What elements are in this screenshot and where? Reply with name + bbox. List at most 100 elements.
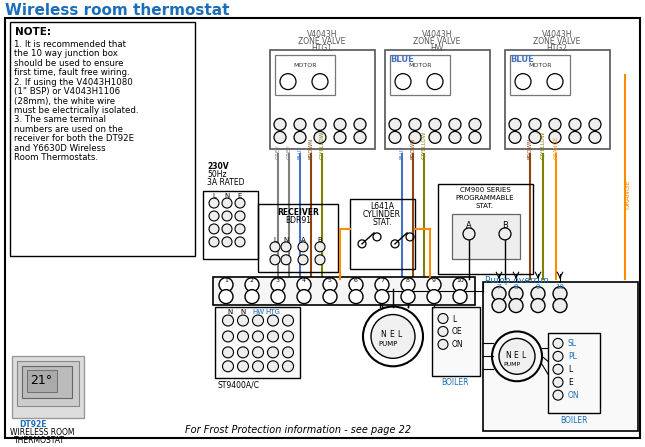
Text: 1. It is recommended that: 1. It is recommended that [14, 40, 126, 49]
Bar [22, 366, 72, 398]
Circle shape [469, 118, 481, 131]
Circle shape [389, 118, 401, 131]
Circle shape [492, 299, 506, 312]
Circle shape [529, 131, 541, 143]
Bar [270, 50, 375, 149]
Circle shape [553, 390, 563, 400]
Circle shape [314, 131, 326, 143]
Text: GREY: GREY [286, 145, 292, 159]
Text: and Y6630D Wireless: and Y6630D Wireless [14, 144, 106, 153]
Circle shape [237, 315, 248, 326]
Text: BROWN: BROWN [308, 138, 313, 159]
Text: 8: 8 [406, 278, 410, 283]
Circle shape [252, 331, 264, 342]
Circle shape [315, 242, 325, 252]
Text: CM900 SERIES: CM900 SERIES [460, 187, 510, 193]
Text: BROWN: BROWN [528, 138, 533, 159]
Circle shape [553, 364, 563, 374]
Text: L641A: L641A [370, 202, 394, 211]
Bar [27, 370, 57, 392]
Text: PL: PL [568, 352, 577, 361]
Circle shape [438, 326, 448, 337]
Circle shape [223, 361, 233, 372]
Circle shape [569, 131, 581, 143]
Circle shape [549, 118, 561, 131]
Text: G/YELLOW: G/YELLOW [541, 131, 546, 159]
Circle shape [323, 290, 337, 304]
Circle shape [268, 315, 279, 326]
Circle shape [453, 290, 467, 304]
Circle shape [589, 118, 601, 131]
Circle shape [222, 211, 232, 221]
Bar [452, 214, 520, 259]
Circle shape [409, 131, 421, 143]
Circle shape [223, 331, 233, 342]
Text: HTG2: HTG2 [546, 44, 568, 53]
Text: 7: 7 [497, 284, 501, 290]
Text: 2. If using the V4043H1080: 2. If using the V4043H1080 [14, 78, 133, 87]
Text: MOTOR: MOTOR [408, 63, 432, 67]
Circle shape [271, 278, 285, 291]
Text: GREY: GREY [275, 145, 281, 159]
Text: HW: HW [430, 44, 444, 53]
Circle shape [298, 242, 308, 252]
Text: ST9400A/C: ST9400A/C [217, 380, 259, 389]
Circle shape [235, 224, 245, 234]
Circle shape [389, 131, 401, 143]
Text: BLUE: BLUE [390, 55, 413, 64]
Text: should be used to ensure: should be used to ensure [14, 59, 123, 68]
Text: V4043H: V4043H [307, 30, 337, 39]
Bar [258, 204, 338, 272]
Text: MOTOR: MOTOR [293, 63, 317, 67]
Text: 50Hz: 50Hz [207, 170, 226, 179]
Circle shape [298, 255, 308, 265]
Text: STAT.: STAT. [372, 218, 392, 227]
Circle shape [409, 118, 421, 131]
Text: A: A [301, 237, 305, 243]
Text: the 10 way junction box: the 10 way junction box [14, 49, 118, 58]
Bar [17, 361, 79, 406]
Circle shape [209, 211, 219, 221]
Text: ON: ON [568, 391, 580, 400]
Text: A: A [466, 221, 472, 230]
Text: 7: 7 [380, 278, 384, 283]
Text: L: L [521, 351, 525, 360]
Circle shape [268, 347, 279, 358]
Circle shape [271, 290, 285, 304]
Circle shape [268, 331, 279, 342]
Text: first time, fault free wiring.: first time, fault free wiring. [14, 68, 130, 77]
Circle shape [297, 278, 311, 291]
Text: ON: ON [452, 341, 464, 350]
Circle shape [354, 131, 366, 143]
Circle shape [449, 118, 461, 131]
Circle shape [438, 339, 448, 350]
Text: WIRELESS ROOM: WIRELESS ROOM [10, 428, 75, 437]
Text: HTG1: HTG1 [312, 44, 333, 53]
Circle shape [283, 361, 293, 372]
Circle shape [235, 211, 245, 221]
Text: (1" BSP) or V4043H1106: (1" BSP) or V4043H1106 [14, 87, 120, 96]
Text: ZONE VALVE: ZONE VALVE [413, 37, 461, 46]
Circle shape [314, 118, 326, 131]
Circle shape [438, 313, 448, 324]
Text: N: N [380, 330, 386, 339]
Bar [10, 22, 195, 256]
Circle shape [235, 237, 245, 247]
Text: 3. The same terminal: 3. The same terminal [14, 115, 106, 124]
Circle shape [223, 315, 233, 326]
Text: E: E [568, 378, 573, 387]
Circle shape [553, 299, 567, 312]
Text: B: B [317, 237, 322, 243]
Bar [510, 55, 570, 95]
Bar [203, 191, 258, 259]
Text: receiver for both the DT92E: receiver for both the DT92E [14, 135, 134, 143]
Text: 9: 9 [432, 278, 436, 283]
Text: G/YELLOW: G/YELLOW [319, 131, 324, 159]
Circle shape [283, 315, 293, 326]
Circle shape [401, 278, 415, 291]
Text: 9: 9 [536, 284, 541, 290]
Text: PUMP: PUMP [379, 342, 398, 347]
Text: OE: OE [452, 328, 462, 337]
Circle shape [252, 347, 264, 358]
Circle shape [509, 118, 521, 131]
